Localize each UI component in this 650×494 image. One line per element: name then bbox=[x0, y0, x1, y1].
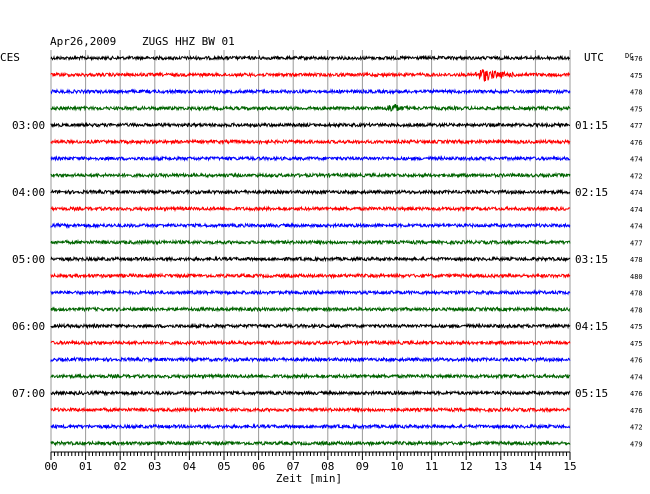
dc-offset-value: 475 bbox=[630, 323, 643, 331]
seismic-trace bbox=[50, 406, 571, 414]
dc-offset-value: 478 bbox=[630, 306, 643, 314]
dc-offset-value: 476 bbox=[630, 55, 643, 63]
dc-offset-value: 476 bbox=[630, 390, 643, 398]
seismic-trace bbox=[50, 205, 571, 213]
dc-offset-value: 474 bbox=[630, 156, 643, 164]
left-time-label: 06:00 bbox=[12, 320, 45, 333]
dc-offset-value: 477 bbox=[630, 122, 643, 130]
x-tick-label: 06 bbox=[252, 460, 265, 473]
time-labels: 03:00 04:00 05:00 06:00 07:00 01:15 02:15 03:15… bbox=[12, 119, 608, 400]
dc-offset-value: 478 bbox=[630, 290, 643, 298]
trace-group bbox=[50, 54, 571, 447]
seismic-trace bbox=[50, 272, 571, 280]
dc-offset-value: 476 bbox=[630, 357, 643, 365]
x-tick-label: 12 bbox=[460, 460, 473, 473]
dc-offset-value: 475 bbox=[630, 72, 643, 80]
seismic-trace bbox=[50, 103, 571, 112]
dc-offset-value: 472 bbox=[630, 424, 643, 432]
left-time-label: 07:00 bbox=[12, 387, 45, 400]
seismic-trace bbox=[50, 372, 571, 380]
seismic-trace bbox=[50, 121, 571, 129]
x-tick-label: 11 bbox=[425, 460, 438, 473]
dc-offset-value: 478 bbox=[630, 256, 643, 264]
seismic-trace bbox=[50, 188, 571, 196]
seismic-trace bbox=[50, 305, 571, 313]
seismic-trace bbox=[50, 222, 571, 230]
dc-offset-column: 476 475 478 475 477 476 474 472 474 474 474 477 478 4… bbox=[630, 55, 643, 448]
x-tick-label: 05 bbox=[217, 460, 230, 473]
dc-offset-value: 474 bbox=[630, 373, 643, 381]
seismic-trace bbox=[50, 255, 571, 263]
x-tick-label: 03 bbox=[148, 460, 161, 473]
dc-offset-value: 472 bbox=[630, 172, 643, 180]
left-time-label: 05:00 bbox=[12, 253, 45, 266]
seismic-trace bbox=[50, 423, 571, 430]
x-tick-label: 13 bbox=[494, 460, 507, 473]
x-axis-title: Zeit [min] bbox=[276, 472, 342, 485]
x-tick-label: 07 bbox=[287, 460, 300, 473]
dc-offset-value: 478 bbox=[630, 89, 643, 97]
seismic-trace bbox=[50, 171, 571, 179]
right-time-label: 05:15 bbox=[575, 387, 608, 400]
left-time-label: 04:00 bbox=[12, 186, 45, 199]
dc-header-label: DC bbox=[625, 52, 633, 60]
dc-offset-value: 479 bbox=[630, 440, 643, 448]
x-axis: 00 01 02 03 04 05 06 07 08 09 10 11 12 13 14 15 bbox=[44, 451, 577, 473]
dc-offset-value: 476 bbox=[630, 139, 643, 147]
right-time-label: 02:15 bbox=[575, 186, 608, 199]
seismic-trace bbox=[50, 87, 571, 96]
left-time-label: 03:00 bbox=[12, 119, 45, 132]
x-tick-label: 08 bbox=[321, 460, 334, 473]
left-timezone-label: CES bbox=[0, 51, 20, 64]
x-tick-label: 09 bbox=[356, 460, 369, 473]
right-time-label: 04:15 bbox=[575, 320, 608, 333]
dc-offset-value: 480 bbox=[630, 273, 643, 281]
dc-offset-value: 475 bbox=[630, 340, 643, 348]
seismic-trace bbox=[50, 238, 571, 246]
seismic-trace bbox=[50, 54, 571, 62]
seismic-trace bbox=[50, 339, 571, 347]
date-label: Apr26,2009 bbox=[50, 35, 116, 48]
right-timezone-label: UTC bbox=[584, 51, 604, 64]
dc-offset-value: 477 bbox=[630, 239, 643, 247]
x-tick-label: 02 bbox=[114, 460, 127, 473]
minute-grid bbox=[50, 50, 571, 452]
seismic-trace bbox=[50, 69, 571, 82]
x-tick-label: 15 bbox=[563, 460, 576, 473]
right-time-label: 03:15 bbox=[575, 253, 608, 266]
seismic-trace bbox=[50, 356, 571, 364]
dc-offset-value: 476 bbox=[630, 407, 643, 415]
x-tick-label: 14 bbox=[529, 460, 543, 473]
x-tick-label: 01 bbox=[79, 460, 92, 473]
dc-offset-value: 474 bbox=[630, 206, 643, 214]
seismic-trace bbox=[50, 389, 571, 397]
x-tick-label: 00 bbox=[44, 460, 57, 473]
dc-offset-value: 474 bbox=[630, 189, 643, 197]
right-time-label: 01:15 bbox=[575, 119, 608, 132]
station-label: ZUGS HHZ BW 01 bbox=[142, 35, 235, 48]
seismic-trace bbox=[50, 322, 571, 330]
x-tick-label: 04 bbox=[183, 460, 197, 473]
seismic-trace bbox=[50, 289, 571, 297]
x-tick-label: 10 bbox=[390, 460, 403, 473]
dc-offset-value: 474 bbox=[630, 223, 643, 231]
dc-offset-value: 475 bbox=[630, 105, 643, 113]
seismic-trace bbox=[50, 155, 571, 163]
seismic-trace bbox=[50, 138, 571, 146]
seismic-trace bbox=[50, 439, 571, 447]
